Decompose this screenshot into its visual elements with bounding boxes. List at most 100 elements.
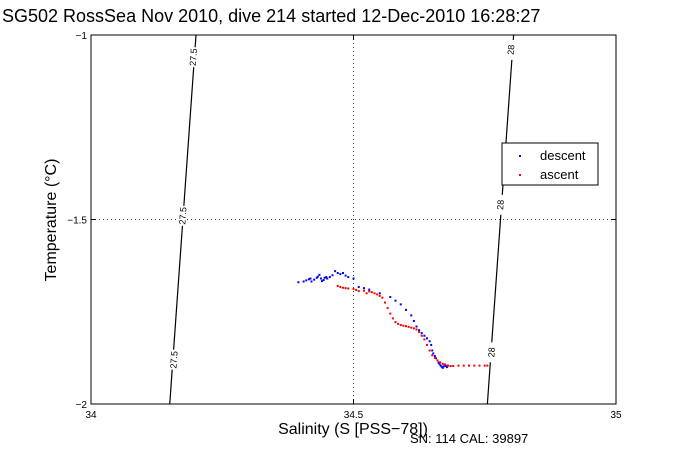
- descent-point: [445, 366, 448, 369]
- ascent-point: [426, 343, 428, 346]
- ascent-point: [407, 325, 410, 328]
- ascent-point: [368, 290, 371, 293]
- descent-point: [336, 272, 339, 275]
- descent-point: [442, 365, 445, 368]
- ascent-point: [386, 307, 389, 310]
- ascent-point: [452, 364, 455, 367]
- descent-point: [437, 361, 440, 364]
- contour-label: 28: [495, 199, 506, 210]
- descent-point: [428, 340, 431, 343]
- descent-point: [339, 273, 342, 276]
- descent-point: [415, 325, 418, 328]
- ascent-point: [423, 338, 426, 341]
- descent-point: [305, 279, 308, 282]
- ascent-point: [441, 362, 444, 365]
- descent-point: [347, 276, 350, 279]
- chart-title: SG502 RossSea Nov 2010, dive 214 started…: [2, 6, 540, 26]
- ascent-point: [342, 286, 344, 289]
- descent-point: [368, 288, 371, 291]
- ascent-point: [428, 349, 431, 352]
- descent-point: [432, 352, 435, 355]
- ascent-point: [399, 324, 402, 327]
- ascent-point: [373, 292, 376, 295]
- descent-point: [315, 276, 318, 279]
- descent-point: [325, 276, 328, 279]
- contour-label-bg: [169, 349, 179, 370]
- x-axis-label: Salinity (S [PSS−78]): [278, 421, 428, 438]
- ascent-point: [415, 328, 418, 331]
- grid-lines: [91, 35, 616, 404]
- ascent-point: [378, 294, 381, 297]
- descent-point: [412, 319, 415, 322]
- ascent-point: [389, 312, 392, 315]
- legend-box: [501, 142, 599, 186]
- descent-point: [378, 292, 381, 295]
- ascent-point: [336, 284, 339, 287]
- descent-point: [313, 278, 316, 281]
- ascent-point: [405, 325, 407, 328]
- descent-point: [430, 343, 433, 346]
- ascent-point: [381, 296, 384, 299]
- contour-label-bg: [188, 46, 199, 68]
- ascent-point: [473, 364, 476, 367]
- x-tick-label: 34: [85, 410, 97, 421]
- descent-point: [319, 277, 322, 280]
- ascent-point: [420, 334, 423, 337]
- ascent-point: [483, 364, 486, 367]
- ascent-point: [439, 361, 442, 364]
- descent-point: [440, 365, 443, 368]
- descent-point: [328, 276, 331, 279]
- descent-point: [357, 286, 360, 289]
- contour-label-bg: [506, 39, 516, 61]
- descent-point: [331, 274, 334, 277]
- legend-marker-ascent: [519, 174, 521, 176]
- ascent-point: [431, 354, 434, 357]
- contour-label: 27.5: [168, 351, 179, 369]
- density-contours: 27.5 27.5 27.5 28 28 28: [168, 34, 517, 405]
- descent-point: [344, 274, 347, 277]
- descent-point: [418, 329, 421, 332]
- ascent-point: [444, 363, 447, 366]
- ascent-point: [412, 327, 415, 330]
- descent-point: [310, 280, 313, 283]
- descent-point: [439, 364, 442, 367]
- descent-point: [302, 280, 305, 283]
- descent-point: [389, 295, 392, 298]
- descent-point: [438, 363, 441, 366]
- descent-point: [444, 364, 447, 367]
- ascent-point: [365, 292, 368, 295]
- ascent-point: [433, 356, 436, 359]
- descent-point: [326, 277, 329, 280]
- x-tick-label: 35: [610, 410, 622, 421]
- descent-point: [423, 334, 426, 337]
- descent-point: [316, 275, 319, 278]
- descent-point: [394, 299, 397, 302]
- y-axis-label: Temperature (°C): [43, 159, 60, 282]
- descent-point: [297, 281, 300, 284]
- contour-label-bg: [486, 342, 497, 363]
- contour-label: 28: [506, 44, 517, 55]
- contour-label: 28: [486, 347, 497, 358]
- descent-point: [322, 279, 325, 282]
- ascent-point: [397, 322, 400, 325]
- descent-point: [307, 278, 310, 281]
- ascent-point: [486, 364, 489, 367]
- ascent-point: [352, 287, 355, 290]
- ascent-point: [410, 326, 413, 329]
- descent-point: [441, 366, 444, 369]
- y-tick-label: −2: [76, 400, 88, 411]
- descent-point: [431, 349, 434, 352]
- descent-point: [434, 357, 437, 360]
- descent-point: [318, 273, 321, 276]
- ascent-point: [347, 287, 350, 290]
- ascent-point: [447, 364, 449, 367]
- y-tick-label: −1: [76, 31, 88, 42]
- ascent-point: [344, 287, 347, 290]
- ascent-point: [457, 364, 460, 367]
- ascent-point: [376, 293, 379, 296]
- y-tick-label: −1.5: [67, 216, 87, 227]
- legend: descent ascent: [501, 142, 599, 186]
- descent-point: [426, 337, 428, 340]
- descent-point: [363, 287, 365, 290]
